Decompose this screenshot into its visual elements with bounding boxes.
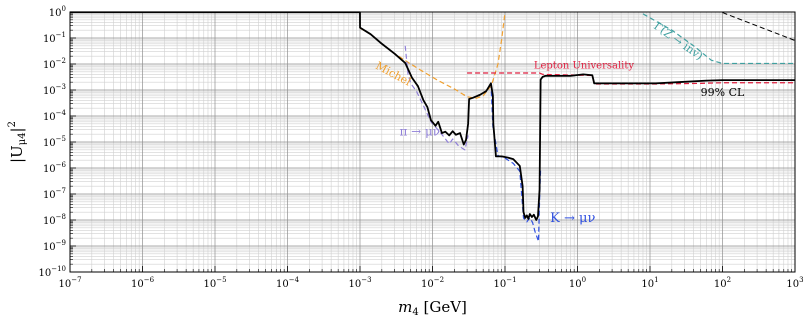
x-tick-label: 10−3: [348, 276, 371, 290]
y-tick-label-exp: −3: [56, 83, 66, 91]
x-axis-label-main: m: [398, 298, 412, 316]
x-tick-label-exp: −1: [506, 276, 516, 284]
y-tick-label-base: 10: [43, 242, 56, 253]
y-axis-label-sub: μ4: [17, 132, 28, 145]
x-tick-label-exp: −2: [434, 276, 444, 284]
x-axis-label-unit: [GeV]: [419, 298, 467, 316]
y-tick-label-exp: −1: [56, 31, 66, 39]
annotation-label-3: Lepton Universality: [534, 60, 635, 71]
x-tick-label-base: 10: [421, 279, 434, 290]
tick-layer: 10−7 10−6 10−5 10−4 10−3 10−2 10−1 100 101 102 103…: [38, 5, 803, 290]
y-tick-label-exp: −5: [56, 135, 66, 143]
y-tick-label-base: 10: [43, 112, 56, 123]
series-line-0: [70, 11, 795, 221]
y-tick-label: 10−7: [43, 187, 66, 201]
x-tick-label-exp: −7: [71, 276, 81, 284]
y-tick-label-base: 10: [43, 60, 56, 71]
series-layer: [70, 11, 796, 243]
annotation-label-4: 99% CL: [701, 86, 745, 99]
x-tick-label-exp: −5: [216, 276, 226, 284]
x-tick-label: 10−2: [421, 276, 444, 290]
y-axis-label-end: |: [8, 127, 26, 132]
y-tick-label: 10−5: [43, 135, 66, 149]
y-tick-label-base: 10: [43, 164, 56, 175]
y-tick-label: 10−9: [43, 239, 66, 253]
y-tick-label: 10−6: [43, 161, 67, 175]
series-line-2: [404, 45, 469, 151]
y-tick-label-base: 10: [38, 268, 51, 279]
x-tick-label: 10−4: [276, 276, 300, 290]
x-tick-label: 10−7: [58, 276, 81, 290]
x-tick-label-base: 10: [569, 279, 582, 290]
x-tick-label-base: 10: [493, 279, 506, 290]
y-tick-label: 10−10: [38, 265, 66, 279]
x-axis-label-sub: 4: [412, 307, 418, 318]
x-tick-label: 10−1: [493, 276, 516, 290]
y-tick-label: 10−3: [43, 83, 66, 97]
y-tick-label-exp: −2: [56, 57, 66, 65]
x-tick-label-base: 10: [348, 279, 361, 290]
x-tick-label-base: 10: [131, 279, 144, 290]
y-tick-label-exp: −8: [56, 213, 66, 221]
x-tick-label: 103: [786, 276, 803, 290]
x-tick-label-exp: 2: [727, 276, 731, 284]
y-tick-label-exp: −10: [51, 265, 66, 273]
x-tick-label-base: 10: [641, 279, 654, 290]
x-tick-label-exp: −3: [361, 276, 371, 284]
x-tick-label-base: 10: [58, 279, 71, 290]
x-tick-label-exp: −4: [289, 276, 300, 284]
y-tick-label-exp: −7: [56, 187, 66, 195]
series-line-4: [467, 72, 795, 85]
y-tick-label: 10−8: [43, 213, 66, 227]
y-tick-label: 10−1: [43, 31, 66, 45]
series-line-5: [642, 13, 795, 65]
x-tick-label-base: 10: [714, 279, 727, 290]
y-tick-label: 10−2: [43, 57, 66, 71]
x-tick-label: 101: [641, 276, 658, 290]
y-tick-label: 10−4: [43, 109, 67, 123]
x-tick-label-exp: 1: [654, 276, 658, 284]
x-tick-label: 102: [714, 276, 731, 290]
x-tick-label-exp: 0: [582, 276, 586, 284]
y-tick-label-base: 10: [43, 86, 56, 97]
annotation-label-1: π → μν: [399, 124, 440, 138]
x-axis-label: m4 [GeV]: [398, 298, 467, 318]
y-tick-label-base: 10: [43, 216, 56, 227]
y-tick-label-exp: −4: [56, 109, 67, 117]
y-tick-label-exp: −9: [56, 239, 66, 247]
y-tick-label-base: 10: [43, 138, 56, 149]
annotation-label-2: K → μν: [550, 211, 595, 226]
y-axis-label-main: |U: [8, 145, 26, 163]
x-tick-label: 100: [569, 276, 586, 290]
x-tick-label-base: 10: [786, 279, 799, 290]
y-tick-label: 100: [49, 5, 66, 19]
x-tick-label-base: 10: [203, 279, 216, 290]
x-tick-label-exp: −6: [144, 276, 155, 284]
y-tick-label-base: 10: [49, 8, 62, 19]
y-tick-label-exp: −6: [56, 161, 67, 169]
series-line-6: [722, 12, 796, 41]
x-tick-label-exp: 3: [799, 276, 803, 284]
x-tick-label: 10−5: [203, 276, 226, 290]
y-axis-label-sup: 2: [7, 121, 18, 127]
x-tick-label: 10−6: [131, 276, 155, 290]
y-tick-label-base: 10: [43, 190, 56, 201]
y-tick-label-base: 10: [43, 34, 56, 45]
x-tick-label-base: 10: [276, 279, 289, 290]
y-axis-label: |Uμ4|2: [7, 121, 28, 163]
y-tick-label-exp: 0: [62, 5, 66, 13]
